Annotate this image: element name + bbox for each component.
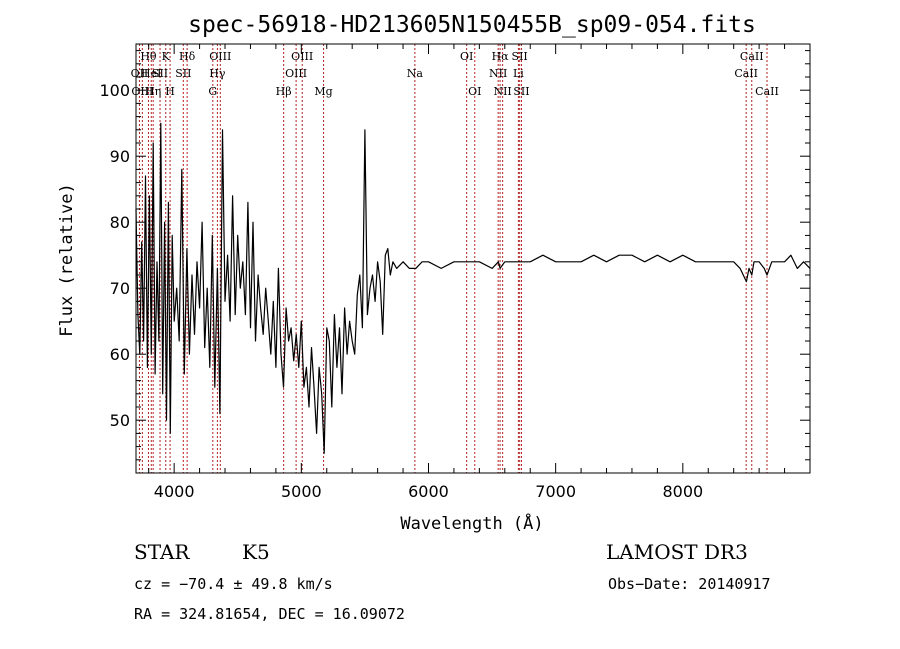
x-axis-label: Wavelength (Å) [400,512,543,534]
x-tick-label: 5000 [281,482,322,501]
plot-frame [135,43,811,474]
line-marker-label: Hδ [179,50,196,63]
line-marker-label: Na [407,67,424,80]
y-tick-label: 80 [110,213,130,232]
y-tick-label: 60 [110,345,130,364]
line-marker-label: K [162,50,171,63]
line-marker-label: CaII [755,85,779,98]
spectral-line-labels: OII OIII Hθ HeI Hη SII K H Hδ SII G Hγ OIII Hβ OIII OII… [131,50,779,98]
y-tick-label: 70 [110,279,130,298]
line-marker-label: OI [460,50,473,63]
coordinates-readout: RA = 324.81654, DEC = 16.09072 [134,605,405,623]
line-marker-label: SII [513,85,529,98]
survey-name: LAMOST DR3 [606,540,748,564]
line-marker-label: Li [513,67,524,80]
object-subclass: K5 [242,540,270,564]
x-tick-label: 6000 [408,482,449,501]
redshift-readout: cz = −70.4 ± 49.8 km/s [134,575,333,593]
x-tick-label: 8000 [662,482,703,501]
line-marker-label: Hη [145,85,161,98]
x-tick-label: 4000 [154,482,195,501]
line-marker-label: OIII [131,85,153,98]
line-marker-label: CaII [740,50,764,63]
line-marker-label: OIII [291,50,313,63]
spectrum-series [135,122,811,454]
line-marker-label: OIII [285,67,307,80]
line-marker-label: Mg [314,85,332,98]
line-marker-label: CaII [734,67,758,80]
line-marker-label: OIII [209,50,231,63]
y-tick-label: 90 [110,147,130,166]
object-class: STAR [134,540,190,564]
observation-date: Obs−Date: 20140917 [608,575,771,593]
chart-title: spec-56918-HD213605N150455B_sp09-054.fit… [188,12,756,38]
line-marker-label: Hθ [140,50,157,63]
line-marker-label: NII [493,85,511,98]
line-marker-label: Hγ [209,67,226,80]
line-marker-label: SII [175,67,191,80]
y-axis: 50 60 70 80 90 100 [99,50,810,461]
line-marker-label: G [208,85,217,98]
spectrum-line [135,122,811,454]
line-marker-label: HeI [141,67,161,80]
line-marker-label: SII [152,67,168,80]
line-marker-label: OII [131,67,149,80]
line-marker-label: NII [489,67,507,80]
line-marker-label: H [165,85,175,98]
line-marker-label: Hα [492,50,510,63]
line-marker-label: OI [468,85,481,98]
y-tick-label: 50 [110,411,130,430]
x-tick-label: 7000 [535,482,576,501]
y-axis-label: Flux (relative) [57,183,77,337]
x-axis: 4000 5000 6000 7000 8000 [148,44,811,501]
y-tick-label: 100 [99,81,130,100]
line-marker-label: Hβ [276,85,292,98]
line-marker-label: SII [512,50,528,63]
